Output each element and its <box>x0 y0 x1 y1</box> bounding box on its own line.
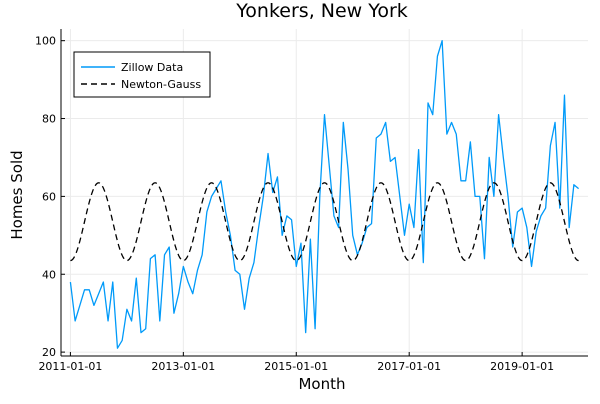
legend-box <box>73 51 211 98</box>
legend-label-zillow: Zillow Data <box>121 61 183 74</box>
y-tick-label: 80 <box>42 113 56 126</box>
x-tick-label: 2011-01-01 <box>38 360 102 373</box>
x-axis-label: Month <box>298 375 345 393</box>
legend: Zillow Data Newton-Gauss <box>73 51 211 98</box>
y-axis-label: Homes Sold <box>8 150 26 239</box>
y-tick-label: 60 <box>42 190 56 203</box>
y-tick-label: 40 <box>42 268 56 281</box>
y-tick-label: 100 <box>35 35 56 48</box>
series-line-newton-gauss <box>70 182 579 262</box>
x-tick-label: 2017-01-01 <box>377 360 441 373</box>
chart-title: Yonkers, New York <box>235 0 408 22</box>
grid-lines <box>61 29 588 356</box>
x-tick-label: 2013-01-01 <box>151 360 215 373</box>
axes: 20 40 60 80 100 2011-01-01 2013-01-01 2015-01-0… <box>35 29 588 373</box>
x-tick-label: 2019-01-01 <box>490 360 554 373</box>
series-line-zillow-data <box>69 40 580 349</box>
series-layer <box>69 40 580 349</box>
legend-label-newton-gauss: Newton-Gauss <box>121 78 201 91</box>
x-tick-label: 2015-01-01 <box>264 360 328 373</box>
y-tick-label: 20 <box>42 346 56 359</box>
